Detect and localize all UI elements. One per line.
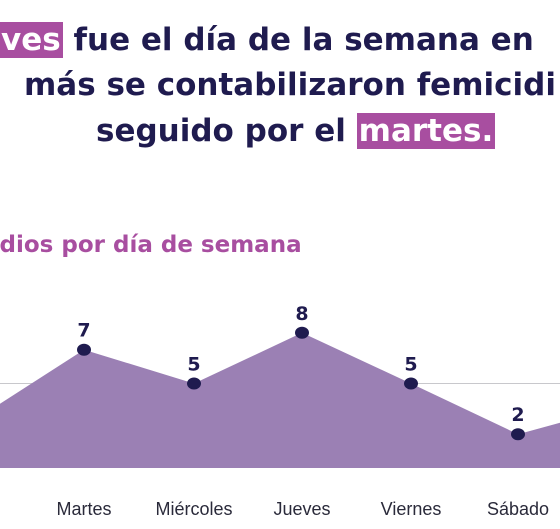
headline: eves fue el día de la semana en más se c… bbox=[0, 0, 560, 170]
headline-line-1-text: fue el día de la semana en bbox=[62, 22, 534, 58]
x-tick-label: Miércoles bbox=[155, 499, 232, 519]
x-axis-ticks: sMartesMiércolesJuevesViernesSábado bbox=[56, 499, 549, 519]
headline-line-3-text: seguido por el bbox=[96, 113, 357, 149]
data-label-miércoles: 5 bbox=[187, 354, 200, 376]
data-label-viernes: 5 bbox=[404, 354, 417, 376]
data-point-sábado bbox=[511, 428, 525, 441]
headline-line-2: más se contabilizaron femicidi bbox=[24, 67, 556, 103]
area-series bbox=[0, 332, 560, 468]
x-tick-label: Sábado bbox=[487, 499, 549, 519]
data-point-martes bbox=[77, 343, 91, 356]
data-point-jueves bbox=[295, 326, 309, 339]
headline-line-3: seguido por el martes. bbox=[96, 111, 496, 151]
x-tick-label: Martes bbox=[56, 499, 111, 519]
mark-layer: 7 5 8 5 2 bbox=[77, 303, 525, 441]
data-label-jueves: 8 bbox=[295, 303, 308, 325]
area-layer bbox=[0, 332, 560, 468]
data-point-miércoles bbox=[187, 377, 201, 390]
data-label-martes: 7 bbox=[77, 320, 90, 342]
headline-line-1: eves fue el día de la semana en bbox=[0, 20, 534, 60]
data-label-sábado: 2 bbox=[511, 404, 524, 426]
x-tick-label: Jueves bbox=[273, 499, 330, 519]
data-point-viernes bbox=[404, 377, 418, 390]
x-tick-label: Viernes bbox=[381, 499, 442, 519]
headline-highlight-martes: martes. bbox=[356, 113, 496, 149]
chart-title: cidios por día de semana bbox=[0, 232, 302, 258]
headline-highlight-jueves: eves bbox=[0, 22, 63, 58]
